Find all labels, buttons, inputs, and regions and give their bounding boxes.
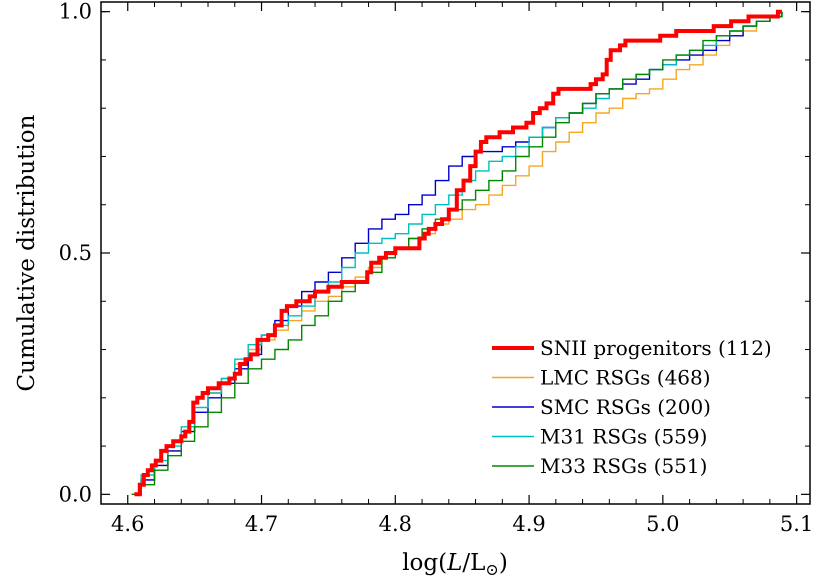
x-tick-label: 5.0 <box>646 512 679 536</box>
series-line-m31 <box>131 11 783 495</box>
y-axis-title: Cumulative distribution <box>14 114 40 391</box>
x-tick-label: 4.9 <box>512 512 545 536</box>
legend-label: M31 RSGs (559) <box>540 425 707 449</box>
series-line-smc <box>131 11 783 495</box>
legend: SNII progenitors (112) LMC RSGs (468) SMC … <box>492 336 772 478</box>
x-tick-label: 4.7 <box>245 512 278 536</box>
tick-layer: 4.6 4.7 4.8 4.9 5.0 5.1 0.0 0.5 1.0 <box>59 0 814 536</box>
y-tick-label: 0.5 <box>59 241 92 265</box>
legend-label: M33 RSGs (551) <box>540 454 707 478</box>
x-tick-label: 4.8 <box>379 512 412 536</box>
series-line-m33 <box>131 11 783 495</box>
legend-label: SNII progenitors (112) <box>540 336 772 360</box>
series-line-snii <box>134 9 782 497</box>
x-tick-label: 5.1 <box>780 512 813 536</box>
legend-label: LMC RSGs (468) <box>540 366 711 390</box>
legend-label: SMC RSGs (200) <box>540 395 711 419</box>
x-tick-label: 4.6 <box>111 512 144 536</box>
series-layer <box>131 9 783 497</box>
y-tick-label: 1.0 <box>59 0 92 24</box>
x-axis-title: log(L/L⊙) <box>402 550 508 579</box>
y-tick-label: 0.0 <box>59 482 92 506</box>
series-line-lmc <box>131 11 783 495</box>
